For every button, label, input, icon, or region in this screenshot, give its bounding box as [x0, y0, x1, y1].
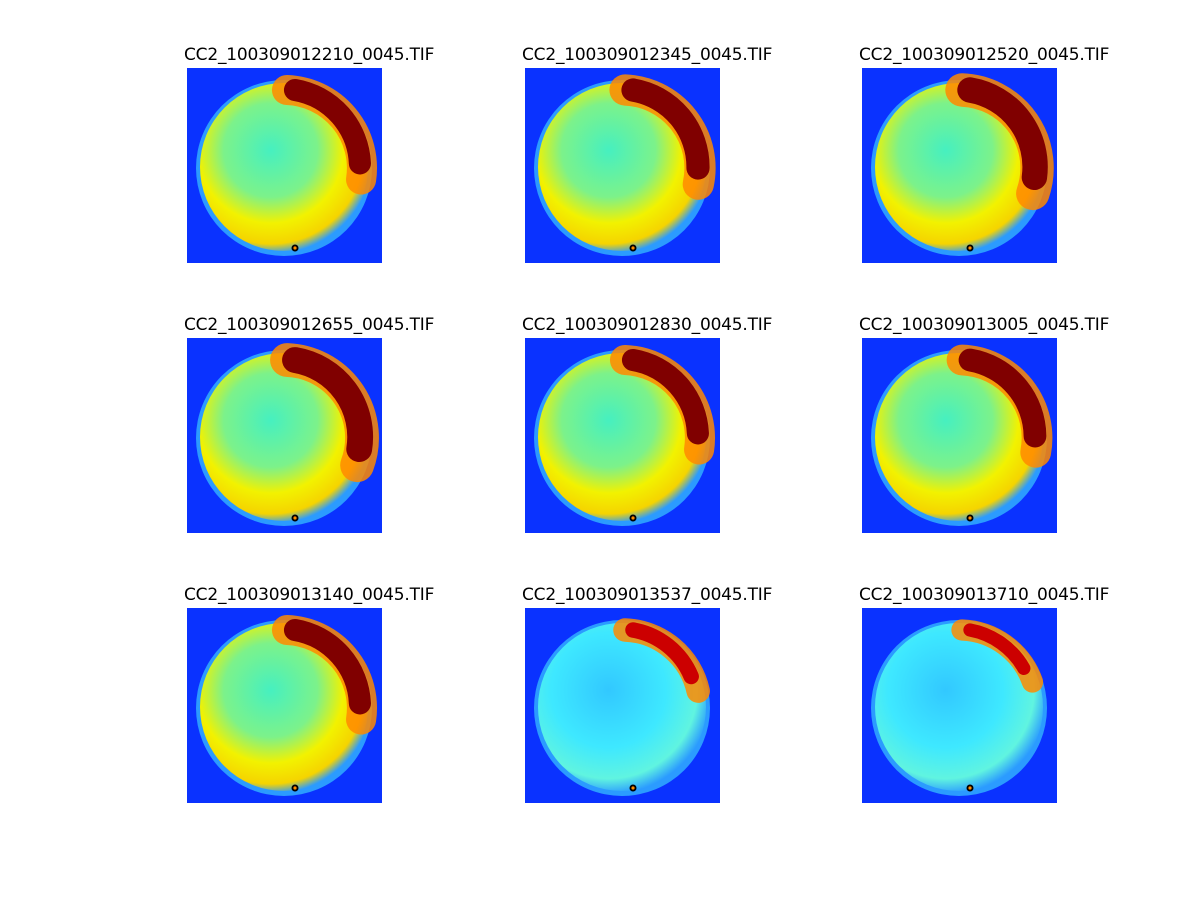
panel-title: CC2_100309013710_0045.TIF	[859, 585, 1110, 605]
false-color-sky-image	[525, 68, 720, 263]
panel-title: CC2_100309013005_0045.TIF	[859, 315, 1110, 335]
panel-title: CC2_100309012345_0045.TIF	[522, 45, 773, 65]
panel-title: CC2_100309012520_0045.TIF	[859, 45, 1110, 65]
false-color-sky-image	[862, 68, 1057, 263]
panel-title: CC2_100309012830_0045.TIF	[522, 315, 773, 335]
false-color-sky-image	[862, 608, 1057, 803]
panel-title: CC2_100309012655_0045.TIF	[184, 315, 435, 335]
false-color-sky-image	[187, 608, 382, 803]
false-color-sky-image	[187, 68, 382, 263]
panel-title: CC2_100309013537_0045.TIF	[522, 585, 773, 605]
false-color-sky-image	[525, 338, 720, 533]
panel-title: CC2_100309012210_0045.TIF	[184, 45, 435, 65]
false-color-sky-image	[187, 338, 382, 533]
false-color-sky-image	[862, 338, 1057, 533]
false-color-sky-image	[525, 608, 720, 803]
panel-title: CC2_100309013140_0045.TIF	[184, 585, 435, 605]
